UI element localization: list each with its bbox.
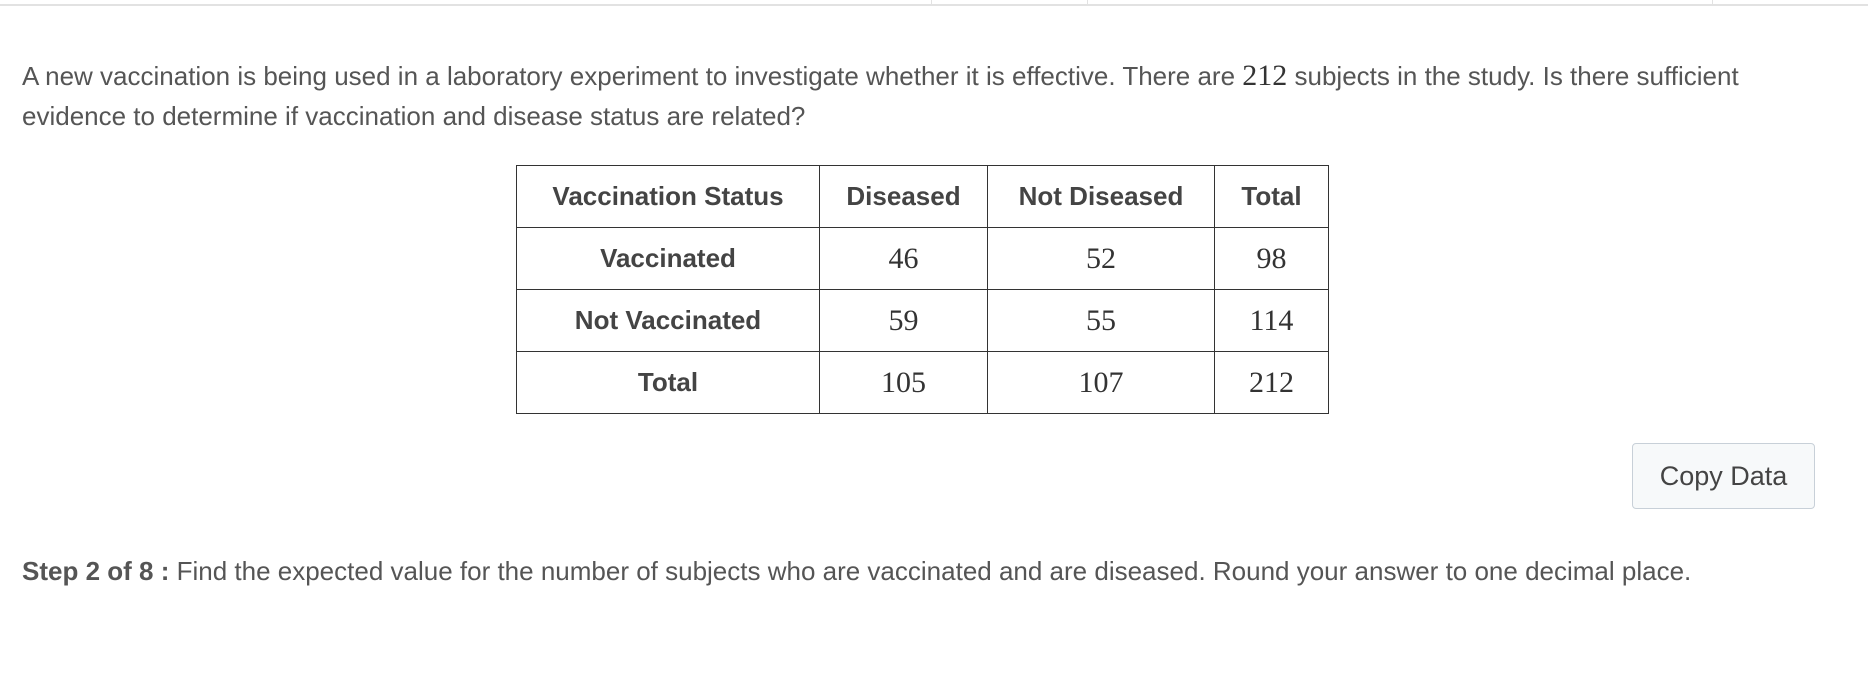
table-row: Total 105 107 212 bbox=[516, 351, 1329, 414]
column-header: Total bbox=[1214, 165, 1329, 228]
table-cell: 98 bbox=[1214, 227, 1329, 290]
table-cell: 105 bbox=[819, 351, 988, 414]
step-instruction: Find the expected value for the number o… bbox=[176, 556, 1692, 586]
row-header: Vaccinated bbox=[516, 227, 820, 290]
divider bbox=[931, 0, 932, 5]
column-header: Diseased bbox=[819, 165, 988, 228]
header-row: Vaccination Status Diseased Not Diseased To… bbox=[516, 165, 1329, 228]
question-text: A new vaccination is being used in a lab… bbox=[22, 56, 1822, 136]
column-header: Vaccination Status bbox=[516, 165, 820, 228]
table-cell: 107 bbox=[987, 351, 1215, 414]
row-header: Total bbox=[516, 351, 820, 414]
intro-text: A new vaccination is being used in a lab… bbox=[22, 61, 1243, 91]
data-table: Vaccination Status Diseased Not Diseased To… bbox=[516, 165, 1329, 414]
column-header: Not Diseased bbox=[987, 165, 1215, 228]
step-text: Step 2 of 8 : Find the expected value fo… bbox=[22, 551, 1822, 591]
divider bbox=[1087, 0, 1088, 5]
top-border bbox=[0, 0, 1868, 6]
copy-data-button[interactable]: Copy Data bbox=[1632, 443, 1815, 509]
table-row: Vaccinated 46 52 98 bbox=[516, 227, 1329, 290]
table-row: Not Vaccinated 59 55 114 bbox=[516, 289, 1329, 352]
table-cell: 212 bbox=[1214, 351, 1329, 414]
divider bbox=[1712, 0, 1713, 5]
table-cell: 55 bbox=[987, 289, 1215, 352]
table-cell: 52 bbox=[987, 227, 1215, 290]
intro-text: subjects in the study. Is there sufficie… bbox=[22, 61, 1739, 131]
subject-count: 212 bbox=[1242, 59, 1288, 92]
row-header: Not Vaccinated bbox=[516, 289, 820, 352]
step-label: Step 2 of 8 : bbox=[22, 556, 170, 586]
table-cell: 46 bbox=[819, 227, 988, 290]
table-cell: 59 bbox=[819, 289, 988, 352]
table-cell: 114 bbox=[1214, 289, 1329, 352]
